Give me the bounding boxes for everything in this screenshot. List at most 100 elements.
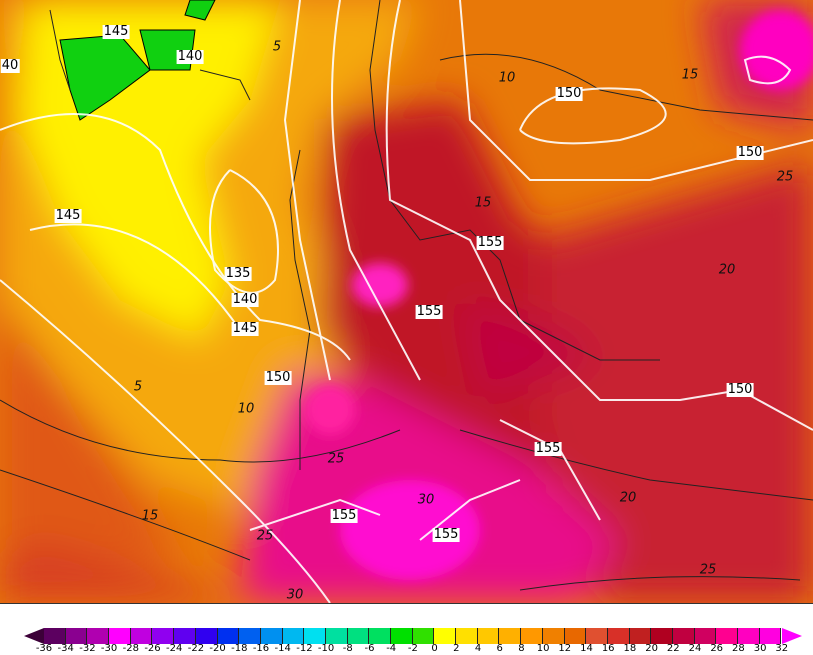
- height-contour-label: 150: [264, 370, 292, 385]
- color-legend-tick: -20: [209, 643, 226, 654]
- temperature-contour-label: 10: [237, 401, 255, 417]
- color-legend-box: [239, 628, 261, 644]
- color-legend-tick: 4: [474, 643, 482, 654]
- color-legend-box: [738, 628, 760, 644]
- color-legend-tick: 18: [623, 643, 637, 654]
- temperature-contour-label: 25: [327, 451, 345, 467]
- map-fill: [0, 0, 813, 603]
- color-legend-tick: -12: [296, 643, 313, 654]
- color-legend-tick: 20: [645, 643, 658, 654]
- color-legend-box: [369, 628, 391, 644]
- color-legend-tick: -10: [317, 643, 335, 654]
- color-legend-tick: 24: [688, 643, 702, 654]
- color-legend-tick: 30: [753, 643, 767, 654]
- temperature-contour-label: 30: [417, 492, 435, 508]
- color-legend-tick: 14: [580, 643, 593, 654]
- temperature-contour-label: 25: [699, 562, 717, 578]
- color-legend-tick: 28: [732, 643, 745, 654]
- color-legend-tick: 6: [496, 643, 503, 654]
- color-legend-box: [586, 628, 608, 644]
- color-legend-box: [391, 628, 413, 644]
- temperature-contour-label: 20: [718, 262, 736, 278]
- color-legend-tick: 12: [558, 643, 572, 654]
- color-legend-tick: -28: [122, 643, 139, 654]
- color-legend-box: [412, 628, 435, 644]
- color-legend-box: [651, 628, 673, 644]
- temperature-contour-label: 15: [681, 67, 699, 83]
- color-legend-box: [217, 628, 240, 644]
- color-legend-box: [477, 628, 500, 644]
- height-contour-label: 140: [231, 292, 259, 307]
- color-legend-tick: -34: [57, 643, 74, 654]
- temperature-contour-label: 30: [286, 587, 304, 603]
- color-legend-box: [456, 628, 478, 644]
- color-legend-tick: -16: [252, 643, 270, 654]
- color-legend-tick: 10: [536, 643, 550, 654]
- height-contour-label: 150: [555, 86, 583, 101]
- color-legend-boxes: [44, 628, 782, 644]
- height-contour-label: 155: [534, 441, 562, 456]
- color-legend-box: [282, 628, 305, 644]
- color-legend-box: [304, 628, 326, 644]
- color-legend-box: [521, 628, 543, 644]
- color-legend-tick: 16: [601, 643, 615, 654]
- color-legend-tick: -8: [342, 643, 353, 654]
- color-legend-box: [174, 628, 196, 644]
- color-legend-box: [716, 628, 738, 644]
- height-contour-label: 40: [0, 58, 20, 73]
- height-contour-label: 155: [432, 527, 460, 542]
- temperature-contour-label: 15: [474, 195, 492, 211]
- height-contour-label: 155: [415, 304, 443, 319]
- color-legend-box: [759, 628, 782, 644]
- temperature-contour-label: 5: [272, 39, 282, 55]
- color-legend-tick: -6: [364, 643, 375, 654]
- temperature-contour-label: 25: [256, 528, 274, 544]
- color-legend-tick: 2: [453, 643, 460, 654]
- height-contour-label: 145: [231, 321, 259, 336]
- low-arrow: [24, 628, 44, 644]
- color-legend-box: [44, 628, 66, 644]
- color-legend-tick: 22: [666, 643, 680, 654]
- high-arrow: [782, 628, 802, 644]
- color-legend-tick: -32: [79, 643, 96, 654]
- color-legend-box: [109, 628, 131, 644]
- height-contour-label: 135: [224, 266, 252, 281]
- color-legend-box: [499, 628, 522, 644]
- color-legend-tick: 26: [710, 643, 724, 654]
- temperature-contour-label: 15: [141, 508, 159, 524]
- height-contour-label: 140: [176, 49, 204, 64]
- color-legend-box: [152, 628, 175, 644]
- color-legend-tick: -30: [100, 643, 118, 654]
- color-legend-box: [195, 628, 218, 644]
- color-legend-box: [672, 628, 695, 644]
- color-legend-box: [130, 628, 153, 644]
- height-contour-label: 150: [726, 382, 754, 397]
- color-legend-box: [325, 628, 348, 644]
- temperature-contour-label: 25: [776, 169, 794, 185]
- color-legend-tick: 32: [775, 643, 789, 654]
- color-legend-tick: -36: [35, 643, 53, 654]
- height-contour-label: 150: [736, 145, 764, 160]
- color-legend-tick: -22: [187, 643, 205, 654]
- color-legend-box: [542, 628, 565, 644]
- color-legend-box: [694, 628, 717, 644]
- color-legend-box: [434, 628, 457, 644]
- color-legend-tick: 0: [431, 643, 438, 654]
- temperature-contour-label: 20: [619, 490, 637, 506]
- temperature-map: 145 140 40 150 150 145 155 135 140 145 1…: [0, 0, 813, 604]
- color-legend-box: [607, 628, 630, 644]
- height-contour-label: 145: [102, 24, 130, 39]
- color-legend-tick: -2: [407, 643, 418, 654]
- color-legend-tick: -4: [386, 643, 397, 654]
- height-contour-label: 145: [54, 208, 82, 223]
- color-legend-box: [564, 628, 587, 644]
- color-legend-box: [260, 628, 283, 644]
- temperature-contour-label: 5: [133, 379, 143, 395]
- height-contour-label: 155: [476, 235, 504, 250]
- color-legend-box: [629, 628, 652, 644]
- color-legend-box: [87, 628, 110, 644]
- color-legend-tick: -26: [144, 643, 161, 654]
- color-legend-box: [65, 628, 88, 644]
- color-legend-tick: -24: [166, 643, 183, 654]
- color-legend-tick: -14: [274, 643, 291, 654]
